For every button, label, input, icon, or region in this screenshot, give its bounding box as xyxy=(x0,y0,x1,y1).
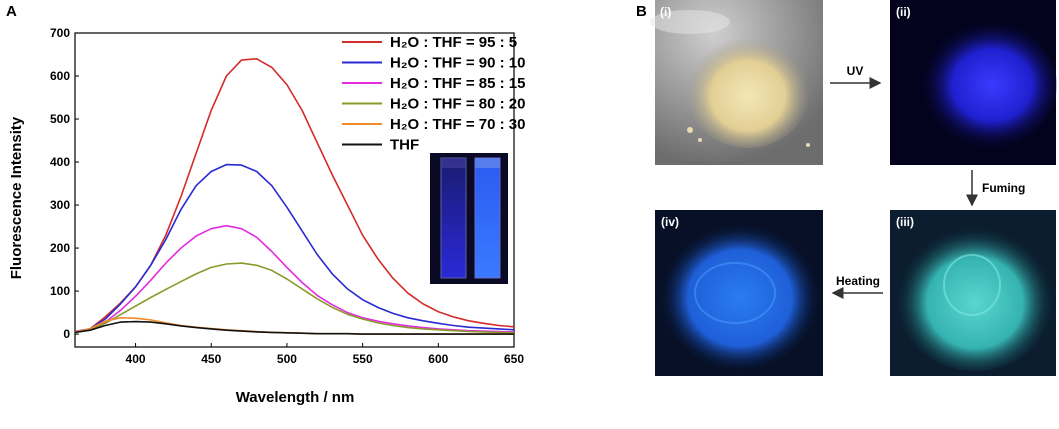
fuming-arrow-label: Fuming xyxy=(982,181,1025,195)
x-tick-label: 450 xyxy=(201,352,221,366)
legend-label: H₂O : THF = 85 : 15 xyxy=(390,75,525,92)
uv-arrow-label: UV xyxy=(847,64,864,78)
series-line-5 xyxy=(74,320,514,335)
y-tick-label: 100 xyxy=(50,284,70,298)
y-tick-label: 500 xyxy=(50,112,70,126)
heating-arrow: Heating xyxy=(831,274,883,299)
x-tick-label: 500 xyxy=(277,352,297,366)
x-tick-label: 400 xyxy=(126,352,146,366)
y-tick-label: 600 xyxy=(50,69,70,83)
uv-arrow: UV xyxy=(830,64,882,89)
photo-iv-label: (iv) xyxy=(661,215,679,229)
photo-iii: (iii) xyxy=(890,210,1056,376)
series-line-3 xyxy=(74,262,515,334)
y-tick-label: 300 xyxy=(50,198,70,212)
series-line-2 xyxy=(74,224,515,333)
legend-label: H₂O : THF = 95 : 5 xyxy=(390,34,517,51)
series-line-4 xyxy=(74,317,514,335)
plot-border xyxy=(74,32,515,348)
x-tick-label: 650 xyxy=(504,352,524,366)
fuming-arrow: Fuming xyxy=(966,170,1025,207)
series-lines xyxy=(74,58,515,335)
fluorescence-chart: 0 100 200 300 400 500 600 700 400 450 500 550 600 65… xyxy=(8,26,525,406)
y-tick-label: 200 xyxy=(50,241,70,255)
x-axis-title: Wavelength / nm xyxy=(236,389,355,406)
x-axis: 400 450 500 550 600 650 xyxy=(126,343,524,366)
photo-iv: (iv) xyxy=(655,210,823,376)
photo-ii: (ii) xyxy=(890,0,1057,165)
legend-label: H₂O : THF = 70 : 30 xyxy=(390,116,525,133)
photo-i-label: (i) xyxy=(660,5,671,19)
panel-b-label: B xyxy=(636,3,647,20)
y-tick-label: 0 xyxy=(63,327,70,341)
series-line-1 xyxy=(74,163,515,333)
y-axis-title: Fluorescence Intensity xyxy=(8,116,25,279)
legend-label: THF xyxy=(390,137,419,154)
y-tick-label: 400 xyxy=(50,155,70,169)
legend-label: H₂O : THF = 80 : 20 xyxy=(390,96,525,113)
panel-a-label: A xyxy=(6,3,17,20)
legend-label: H₂O : THF = 90 : 10 xyxy=(390,55,525,72)
heating-arrow-label: Heating xyxy=(836,274,880,288)
y-tick-label: 700 xyxy=(50,26,70,40)
x-tick-label: 600 xyxy=(428,352,448,366)
photo-ii-label: (ii) xyxy=(896,5,911,19)
chart-legend: H₂O : THF = 95 : 5 H₂O : THF = 90 : 10 H₂O… xyxy=(342,34,525,154)
x-tick-label: 550 xyxy=(353,352,373,366)
plot-frame xyxy=(74,32,515,348)
photo-i: (i) xyxy=(650,0,823,165)
photo-iii-label: (iii) xyxy=(896,215,914,229)
cuvette-inset-photo xyxy=(430,153,508,284)
y-axis: 0 100 200 300 400 500 600 700 xyxy=(50,26,79,341)
